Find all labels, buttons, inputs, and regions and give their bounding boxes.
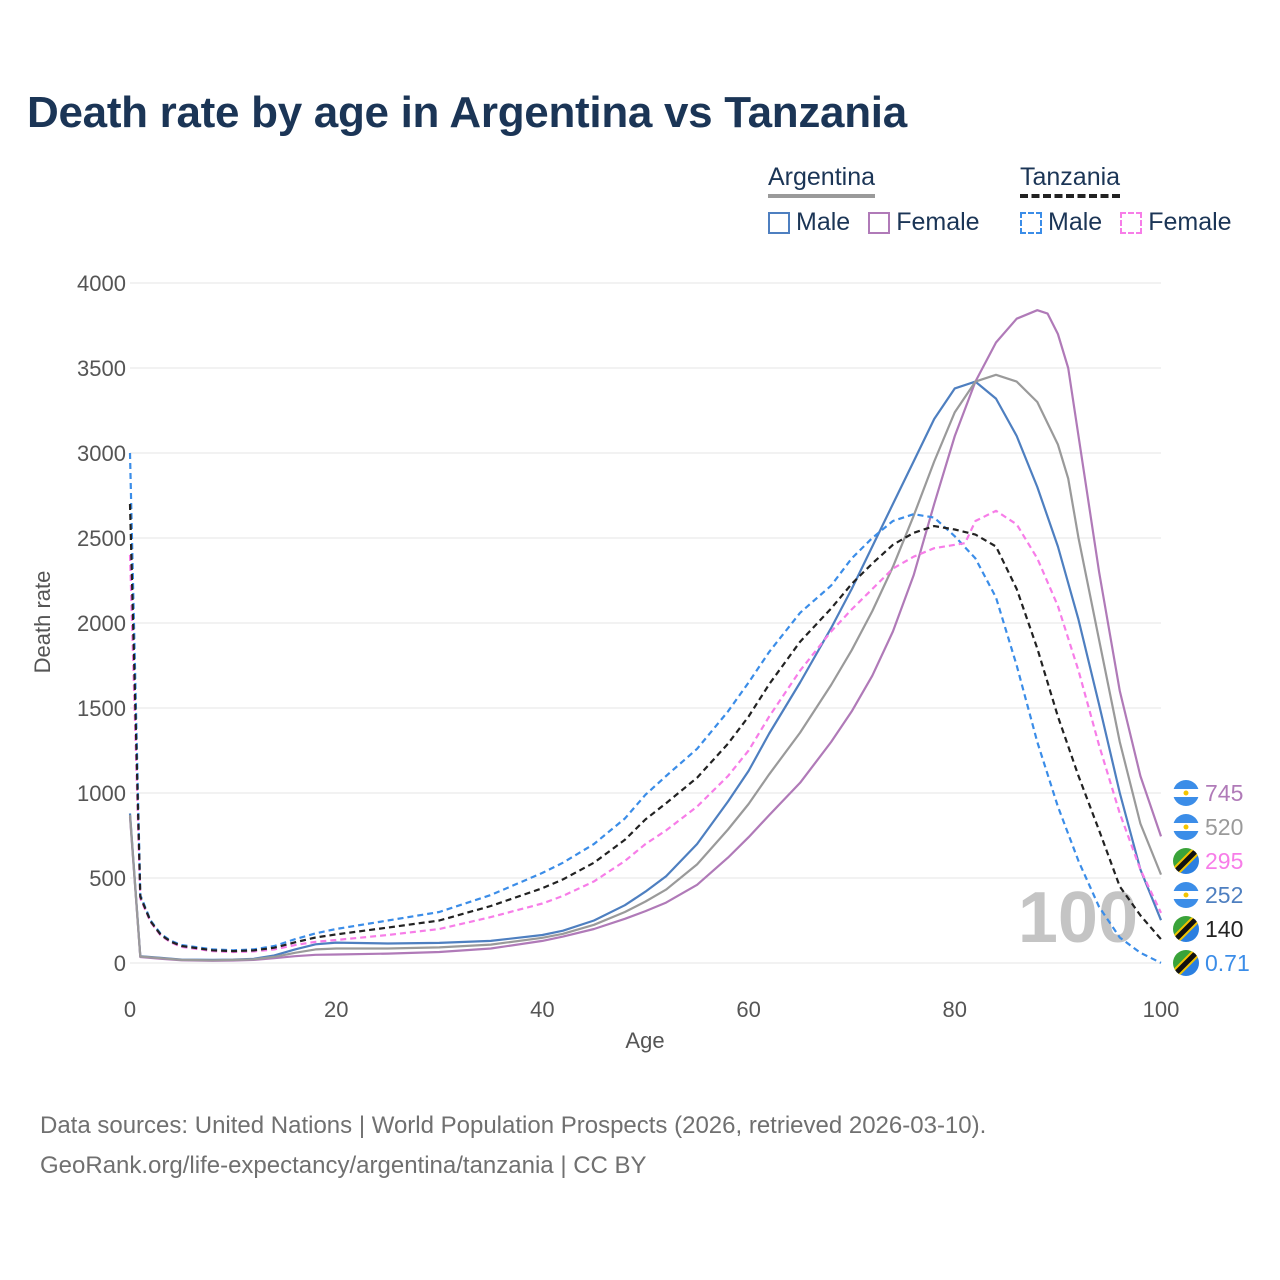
series-line-argentina-total (128, 373, 1163, 962)
flag-argentina-bottom (1173, 899, 1199, 908)
legend-item-argentina-male[interactable]: Male (768, 208, 850, 237)
end-marker-argentina: 252 (1173, 882, 1243, 908)
x-tick-label: 60 (736, 997, 760, 1022)
flag-argentina-sun (1183, 824, 1189, 830)
legend-item-tanzania-female[interactable]: Female (1120, 208, 1232, 237)
x-tick-label: 40 (530, 997, 554, 1022)
end-label: 520 (1205, 814, 1243, 840)
x-axis-label: Age (625, 1028, 664, 1053)
legend-item-argentina-female[interactable]: Female (868, 208, 980, 237)
legend-label-argentina-female: Female (896, 208, 980, 236)
y-tick-label: 3000 (77, 441, 126, 466)
x-tick-label: 20 (324, 997, 348, 1022)
end-label: 140 (1205, 916, 1243, 942)
flag-tanzania-black (1173, 848, 1199, 874)
series-lines (128, 309, 1163, 964)
series-line-tanzania-female (128, 509, 1162, 954)
flag-argentina-top (1173, 780, 1199, 789)
x-tick-label: 0 (124, 997, 136, 1022)
x-axis-ticks: 0 20 40 60 80 100 (124, 997, 1179, 1022)
flag-argentina-top (1173, 814, 1199, 823)
year-watermark: 100 (1018, 878, 1138, 958)
flag-argentina-bottom (1173, 797, 1199, 806)
legend-swatch-tanzania-female (1120, 211, 1143, 234)
end-label: 0.71 (1205, 950, 1250, 976)
legend-argentina-heading: Argentina (768, 163, 876, 198)
footer-sources: Data sources: United Nations | World Pop… (40, 1112, 987, 1139)
y-axis-label: Death rate (30, 571, 55, 674)
y-tick-label: 2000 (77, 611, 126, 636)
y-tick-label: 3500 (77, 356, 126, 381)
end-markers: 745 520 295 252 140 0.71 (1173, 780, 1250, 976)
end-marker-tanzania: 0.71 (1173, 950, 1250, 976)
legend-swatch-argentina-male (768, 211, 790, 234)
y-tick-label: 4000 (77, 271, 126, 296)
footer: Data sources: United Nations | World Pop… (40, 1106, 986, 1186)
legend-tanzania: Tanzania Male Female (1020, 163, 1250, 237)
end-label: 745 (1205, 780, 1243, 806)
end-marker-tanzania: 295 (1173, 848, 1243, 874)
chart-title: Death rate by age in Argentina vs Tanzan… (27, 88, 907, 137)
series-line-tanzania-total (128, 503, 1162, 953)
flag-argentina-top (1173, 882, 1199, 891)
flag-tanzania-black (1173, 950, 1199, 976)
legend-label-tanzania-male: Male (1048, 208, 1103, 236)
x-tick-label: 80 (943, 997, 967, 1022)
series-line-argentina-male (128, 380, 1163, 961)
x-tick-label: 100 (1143, 997, 1180, 1022)
end-marker-argentina: 520 (1173, 814, 1243, 840)
legend-swatch-tanzania-male (1020, 211, 1042, 234)
legend-tanzania-heading: Tanzania (1020, 163, 1121, 198)
y-tick-label: 1000 (77, 781, 126, 806)
legend-item-tanzania-male[interactable]: Male (1020, 208, 1102, 237)
grid-lines (130, 282, 1161, 964)
end-label: 252 (1205, 882, 1243, 908)
y-tick-label: 1500 (77, 696, 126, 721)
flag-tanzania-black (1173, 916, 1199, 942)
footer-link[interactable]: GeoRank.org/life-expectancy/argentina/ta… (40, 1152, 647, 1179)
y-tick-label: 0 (114, 951, 126, 976)
end-marker-argentina: 745 (1173, 780, 1243, 806)
y-tick-label: 500 (89, 866, 126, 891)
legend-swatch-argentina-female (868, 211, 891, 234)
flag-argentina-sun (1183, 790, 1189, 796)
legend-label-tanzania-female: Female (1148, 208, 1232, 236)
series-line-argentina-female (128, 309, 1163, 962)
end-label: 295 (1205, 848, 1243, 874)
legend-argentina: Argentina Male Female (768, 163, 998, 237)
legend-label-argentina-male: Male (796, 208, 851, 236)
y-axis-ticks: 0 500 1000 1500 2000 2500 3000 3500 4000 (77, 271, 126, 976)
flag-argentina-bottom (1173, 831, 1199, 840)
y-tick-label: 2500 (77, 526, 126, 551)
flag-argentina-sun (1183, 892, 1189, 898)
end-marker-tanzania: 140 (1173, 916, 1243, 942)
